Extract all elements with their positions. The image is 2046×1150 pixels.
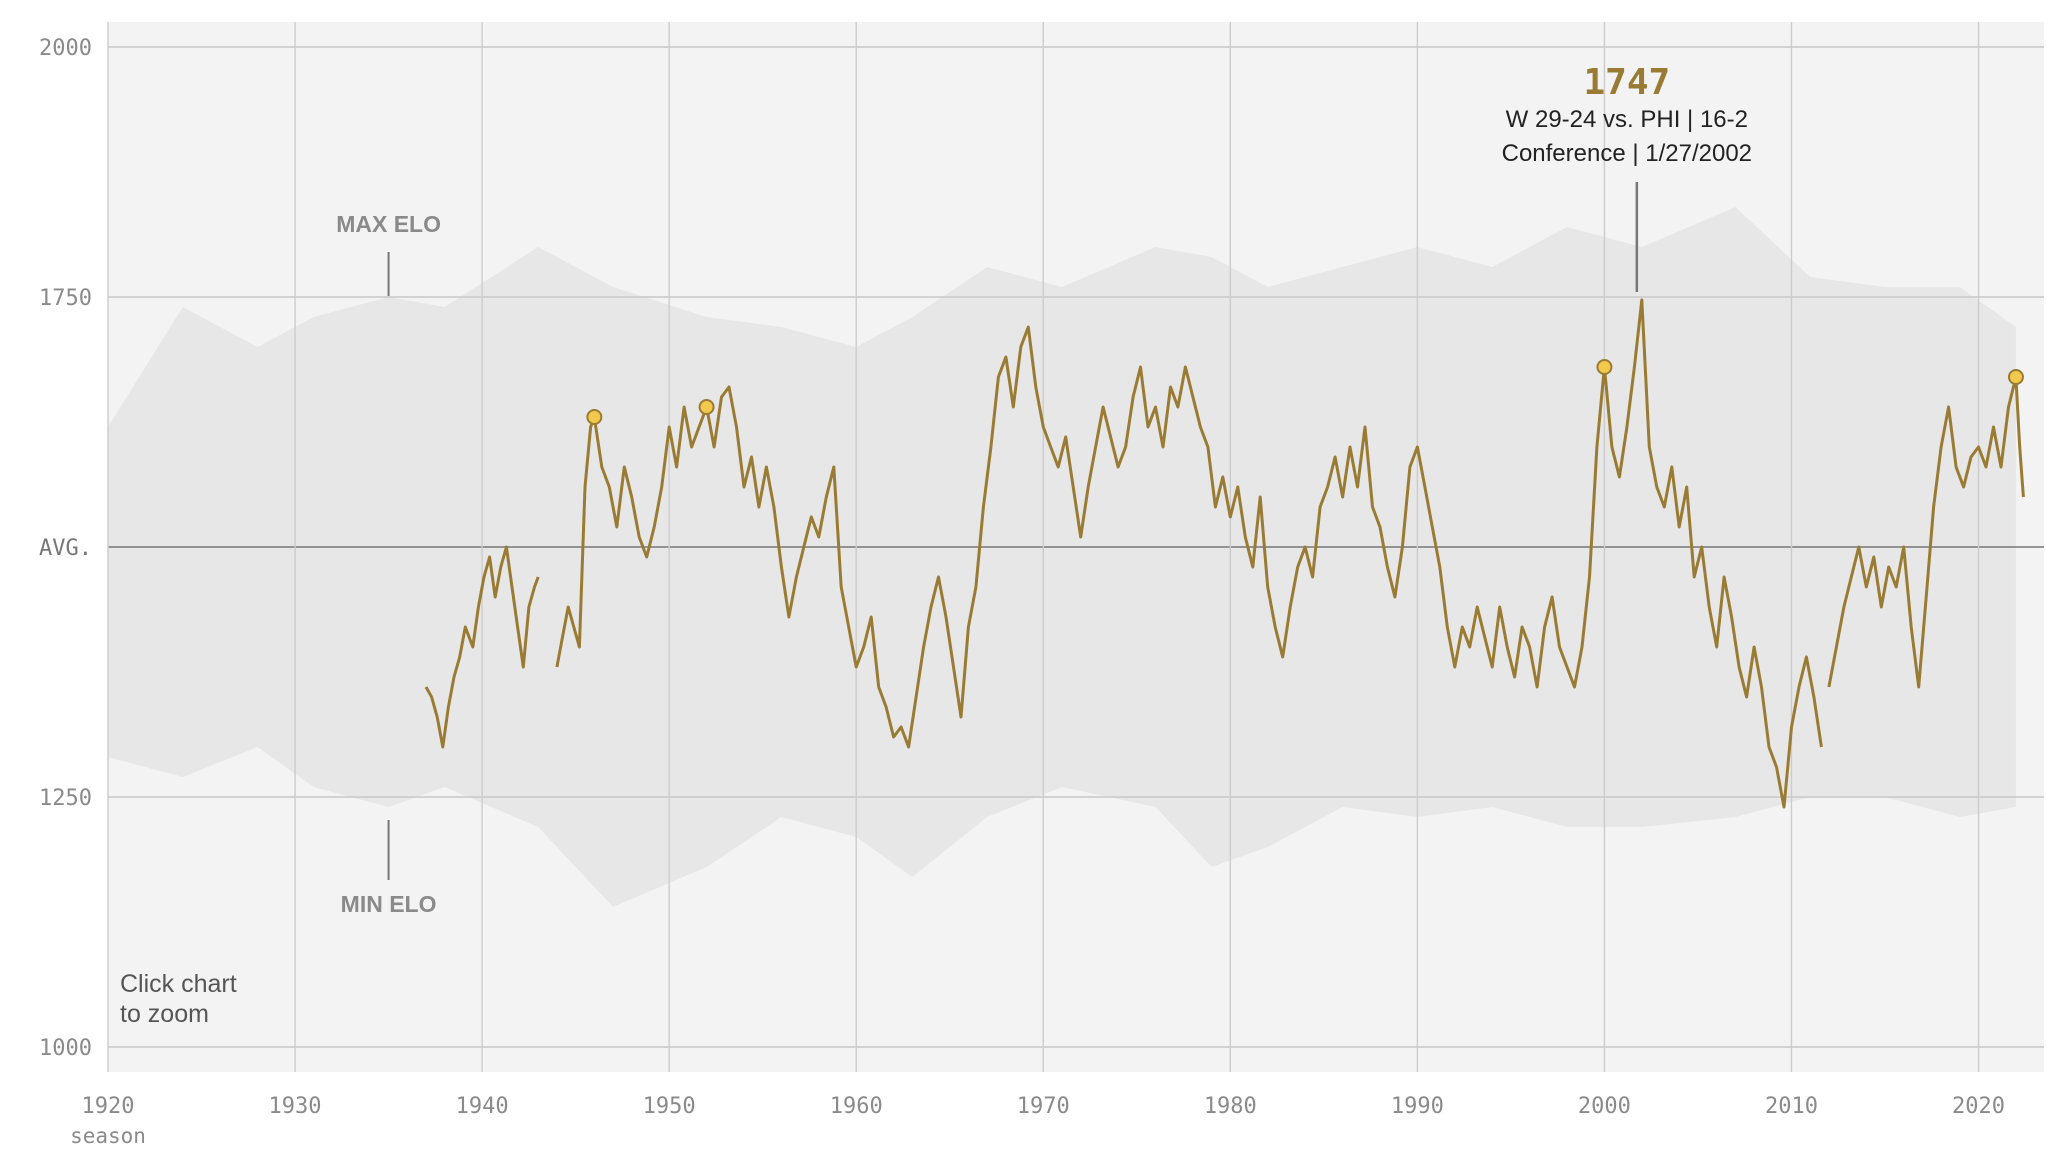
max-elo-label: MAX ELO [336,211,441,237]
x-tick-label: 1980 [1204,1094,1257,1119]
y-axis: 1000 1250 AVG. 1750 2000 [39,36,92,1061]
peak-annotation: 1747 W 29-24 vs. PHI | 16-2 Conference |… [1502,62,1752,292]
x-tick-label: 1920 [82,1094,135,1119]
elo-range-area [108,207,2016,907]
band-annotations: MAX ELO MIN ELO [336,211,441,917]
peak-elo-value: 1747 [1583,62,1670,103]
y-tick-label: 1250 [39,786,92,811]
zoom-hint-line1: Click chart [120,970,237,998]
elo-line-segment [1827,375,2025,689]
elo-line-segment [424,545,540,749]
elo-range-band [108,207,2016,907]
y-tick-label: 2000 [39,36,92,61]
season-marker[interactable] [2007,369,2024,385]
peak-game-result: W 29-24 vs. PHI | 16-2 [1506,106,1748,133]
x-tick-label: 1960 [830,1094,883,1119]
min-elo-label: MIN ELO [341,891,437,917]
season-marker[interactable] [698,399,715,415]
x-tick-label: 2020 [1952,1094,2005,1119]
season-marker[interactable] [586,409,603,425]
x-tick-label: 2000 [1578,1094,1631,1119]
peak-game-date: Conference | 1/27/2002 [1502,140,1752,167]
grid-lines [107,22,2044,1072]
y-tick-label: AVG. [39,536,92,561]
season-marker[interactable] [1596,359,1613,375]
y-tick-label: 1000 [39,1036,92,1061]
x-tick-label: 2010 [1765,1094,1818,1119]
x-axis-title: season [70,1124,146,1148]
y-tick-label: 1750 [39,286,92,311]
elo-line-segment [555,298,1823,809]
season-markers[interactable] [586,359,2024,425]
x-tick-label: 1950 [643,1094,696,1119]
zoom-hint-line2: to zoom [120,1000,209,1028]
x-axis: 1920 1930 1940 1950 1960 1970 1980 1990 2000 2010… [82,1094,2006,1119]
x-tick-label: 1990 [1391,1094,1444,1119]
x-tick-label: 1970 [1017,1094,1070,1119]
team-elo-line [424,298,2025,809]
x-tick-label: 1930 [269,1094,322,1119]
x-tick-label: 1940 [456,1094,509,1119]
